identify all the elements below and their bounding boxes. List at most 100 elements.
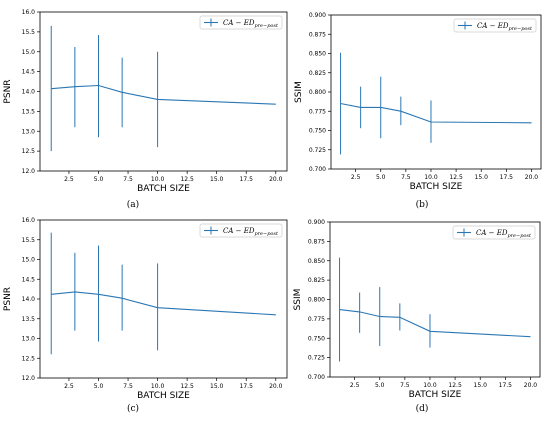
x-tick-label: 7.5 (401, 174, 411, 181)
y-axis-label: PSNR (3, 79, 13, 103)
y-tick-label: 14.0 (22, 296, 36, 303)
x-tick-label: 2.5 (351, 174, 361, 181)
y-tick-label: 12.5 (22, 355, 36, 362)
x-axis-label: BATCH SIZE (137, 391, 190, 401)
y-tick-label: 0.775 (309, 108, 326, 115)
x-tick-label: 10.0 (151, 176, 165, 183)
x-tick-label: 5.0 (94, 383, 104, 390)
legend-box (199, 15, 283, 30)
x-tick-label: 10.0 (423, 382, 437, 389)
legend-label: CA − EDpre−post (477, 22, 533, 32)
series-line (340, 102, 532, 124)
chart-4: 2.5 5.0 7.5 10.0 12.5 15.0 17.5 20.0 0.700 0.725 0… (293, 219, 541, 414)
y-tick-label: 0.900 (309, 12, 326, 19)
y-tick-label: 0.750 (309, 128, 326, 135)
x-tick-label: 7.5 (123, 176, 133, 183)
chart-2: 2.5 5.0 7.5 10.0 12.5 15.0 17.5 20.0 0.700 0.725 0… (294, 12, 542, 210)
panel-caption: (b) (416, 199, 429, 210)
x-tick-label: 12.5 (180, 383, 194, 390)
y-tick-label: 0.875 (308, 238, 325, 245)
y-tick-label: 14.5 (22, 276, 36, 283)
x-tick-label: 5.0 (375, 382, 385, 389)
legend-label-main: CA − ED (477, 22, 509, 30)
y-tick-label: 0.900 (308, 219, 325, 226)
x-tick-label: 15.0 (475, 174, 489, 181)
y-tick-label: 0.825 (309, 70, 326, 77)
legend-label-main: CA − ED (476, 229, 508, 237)
legend-box (199, 223, 283, 238)
plot-frame (329, 221, 541, 378)
x-tick-label: 2.5 (64, 176, 74, 183)
legend-label: CA − EDpre−post (223, 19, 279, 29)
y-tick-label: 16.0 (22, 217, 36, 224)
y-tick-label: 0.800 (309, 89, 326, 96)
y-tick-label: 15.0 (22, 257, 36, 264)
legend-label-subscript: pre−post (507, 233, 532, 239)
series-line (339, 309, 531, 338)
y-tick-label: 0.750 (308, 335, 325, 342)
legend-label-subscript: pre−post (508, 26, 533, 32)
x-tick-label: 15.0 (474, 382, 488, 389)
y-tick-label: 0.700 (309, 166, 326, 173)
x-axis-label: BATCH SIZE (409, 390, 462, 400)
x-tick-label: 5.0 (94, 176, 104, 183)
y-tick-label: 15.5 (22, 29, 36, 36)
y-tick-label: 12.0 (22, 168, 36, 175)
y-tick-label: 0.775 (308, 316, 325, 323)
legend-label-subscript: pre−post (254, 23, 279, 29)
y-tick-label: 12.5 (22, 148, 36, 155)
x-axis-label: BATCH SIZE (410, 182, 463, 192)
legend-label: CA − EDpre−post (223, 227, 279, 237)
x-tick-label: 20.0 (525, 174, 539, 181)
y-tick-label: 0.875 (309, 31, 326, 38)
chart-3: 2.5 5.0 7.5 10.0 12.5 15.0 17.5 20.0 12.0 12.5 13.… (3, 217, 288, 414)
y-tick-label: 13.0 (22, 128, 36, 135)
x-tick-label: 20.0 (269, 176, 283, 183)
y-tick-label: 15.0 (22, 49, 36, 56)
x-tick-label: 17.5 (499, 382, 513, 389)
y-axis-label: SSIM (294, 81, 304, 103)
x-tick-label: 7.5 (400, 382, 410, 389)
y-tick-label: 16.0 (22, 9, 36, 16)
y-tick-label: 15.5 (22, 237, 36, 244)
y-tick-label: 0.725 (309, 147, 326, 154)
plot-frame (330, 14, 542, 170)
y-tick-label: 14.0 (22, 89, 36, 96)
x-tick-label: 5.0 (376, 174, 386, 181)
x-tick-label: 2.5 (350, 382, 360, 389)
x-tick-label: 20.0 (269, 383, 283, 390)
x-axis-label: BATCH SIZE (137, 184, 190, 194)
y-tick-label: 0.700 (308, 374, 325, 381)
x-tick-label: 10.0 (424, 174, 438, 181)
x-tick-label: 17.5 (240, 383, 254, 390)
x-tick-label: 7.5 (123, 383, 133, 390)
legend-label-main: CA − ED (223, 227, 255, 235)
y-axis-label: SSIM (293, 289, 303, 311)
y-tick-label: 13.5 (22, 108, 36, 115)
legend-box (453, 18, 537, 33)
y-tick-label: 13.5 (22, 316, 36, 323)
panel-caption: (d) (416, 403, 429, 414)
y-tick-label: 0.800 (308, 297, 325, 304)
x-tick-label: 12.5 (448, 382, 462, 389)
legend-label-subscript: pre−post (254, 231, 279, 237)
chart-1: 2.5 5.0 7.5 10.0 12.5 15.0 17.5 20.0 12.0 12.5 13.… (3, 9, 288, 210)
panel-caption: (a) (127, 199, 139, 210)
y-tick-label: 13.0 (22, 336, 36, 343)
y-tick-label: 0.850 (308, 258, 325, 265)
y-axis-label: PSNR (3, 287, 13, 311)
x-tick-label: 10.0 (151, 383, 165, 390)
legend-label-main: CA − ED (223, 19, 255, 27)
x-tick-label: 17.5 (500, 174, 514, 181)
plot-frame (39, 11, 288, 172)
plot-frame (39, 219, 288, 379)
x-tick-label: 12.5 (449, 174, 463, 181)
series-line (51, 84, 276, 105)
x-tick-label: 12.5 (180, 176, 194, 183)
x-tick-label: 20.0 (524, 382, 538, 389)
x-tick-label: 15.0 (210, 383, 224, 390)
x-tick-label: 17.5 (240, 176, 254, 183)
y-tick-label: 12.0 (22, 375, 36, 382)
legend-box (452, 225, 536, 240)
